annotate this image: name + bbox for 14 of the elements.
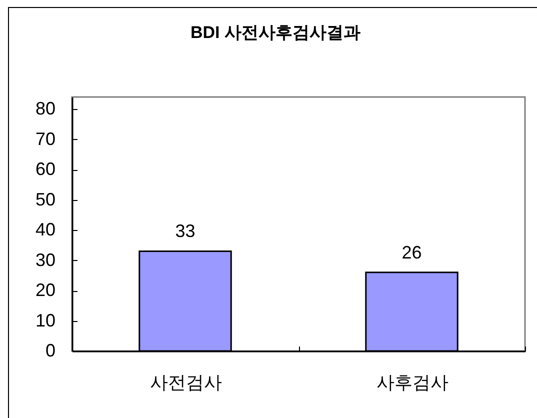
y-tick-label: 70 (35, 128, 56, 149)
y-tick-label: 50 (35, 189, 56, 210)
y-tick-label: 30 (35, 250, 56, 270)
x-tick-label: 사전검사 (150, 372, 222, 392)
data-label: 33 (175, 221, 196, 242)
y-tick-label: 60 (35, 159, 56, 180)
y-tick-label: 80 (35, 98, 56, 119)
chart-title: BDI 사전사후검사결과 (190, 23, 360, 42)
y-tick-label: 20 (35, 280, 56, 300)
y-tick-label: 0 (45, 340, 56, 360)
y-tick-label: 40 (35, 220, 56, 240)
x-tick-label: 사후검사 (376, 372, 448, 392)
data-label: 26 (402, 242, 422, 262)
y-tick-label: 10 (35, 310, 56, 330)
